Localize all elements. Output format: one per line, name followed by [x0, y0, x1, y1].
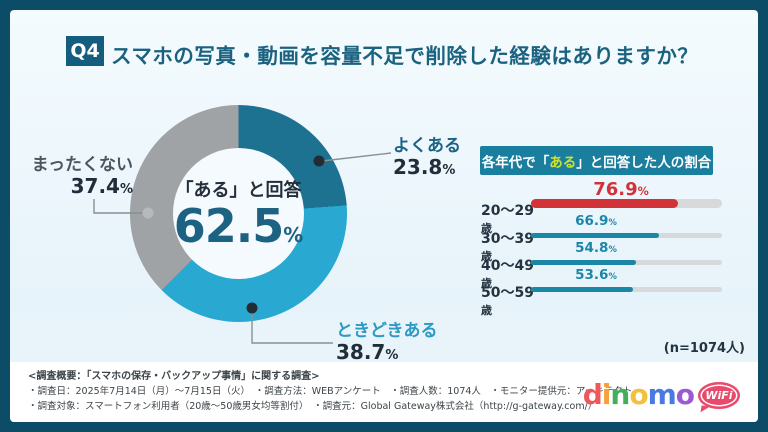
bar-fill-20s — [531, 199, 678, 208]
bar-track-20s — [531, 199, 722, 208]
slice-label-sometimes: ときどきある 38.7% — [336, 316, 438, 363]
donut-center-label: 「ある」と回答 — [175, 180, 302, 202]
bar-label-50s: 50〜59歳 — [481, 285, 534, 317]
bar-track-50s — [531, 286, 722, 292]
slice-often-pct: 23.8% — [393, 156, 461, 178]
survey-detail-line-2: ・調査対象：スマートフォン利用者（20歳〜50歳男女均等割付） ・調査元：Glo… — [28, 401, 598, 412]
footer: <調査概要：「スマホの保存・バックアップ事情」に関する調査> ・調査日：2025… — [10, 362, 758, 422]
bar-value-40s: 54.8% — [575, 240, 617, 256]
logo-letter: o — [675, 378, 695, 411]
logo-letter: n — [610, 378, 630, 411]
page-title: スマホの写真・動画を容量不足で削除した経験はありますか？ — [111, 44, 699, 68]
survey-overview-line: <調査概要：「スマホの保存・バックアップ事情」に関する調査> — [28, 371, 320, 382]
slice-label-never: まったくない 37.4% — [13, 150, 133, 197]
logo-letter: d — [582, 378, 603, 411]
age-title-suffix: 」と回答した人の割合 — [576, 154, 712, 171]
bar-value-50s: 53.6% — [575, 267, 617, 283]
dinomo-wifi-logo: d i n o m o WiFi — [582, 378, 740, 414]
bar-track-40s — [531, 259, 722, 265]
donut-center-number: 62.5 — [173, 199, 284, 254]
wifi-badge: WiFi — [698, 381, 740, 414]
logo-letter: m — [647, 378, 677, 411]
bar-track-30s — [531, 232, 722, 238]
bar-value-20s: 76.9% — [593, 179, 649, 200]
logo-letter: i — [601, 378, 612, 411]
logo-letter: o — [629, 378, 648, 411]
bar-fill-30s — [531, 232, 659, 238]
donut-chart: 「ある」と回答 62.5% — [130, 105, 347, 322]
question-number-badge: Q4 — [66, 36, 104, 66]
slice-never-pct: 37.4% — [13, 175, 133, 197]
donut-center-value: 62.5% — [174, 202, 304, 250]
slice-never-name: まったくない — [31, 155, 133, 175]
donut-center-unit: % — [283, 223, 304, 248]
slice-label-often: よくある 23.8% — [393, 131, 461, 178]
survey-detail-line-1: ・調査日：2025年7月14日（月）〜7月15日（火） ・調査方法：WEBアンケ… — [28, 386, 633, 397]
slice-never-unit: % — [119, 182, 133, 197]
wifi-badge-tail — [700, 404, 710, 414]
slice-sometimes-unit: % — [385, 348, 399, 363]
donut-center: 「ある」と回答 62.5% — [173, 148, 304, 279]
sample-size-note: (n=1074人) — [663, 341, 745, 356]
content-area: Q4 スマホの写真・動画を容量不足で削除した経験はありますか？ 「ある」と回答 … — [10, 10, 758, 422]
slice-sometimes-pct: 38.7% — [336, 341, 438, 363]
bar-label-40s: 40〜49歳 — [481, 258, 534, 290]
age-title-highlight: ある — [549, 154, 577, 171]
slice-often-name: よくある — [393, 136, 461, 156]
bar-fill-40s — [531, 259, 636, 265]
age-panel-title: 各年代で「 ある 」と回答した人の割合 — [480, 146, 713, 175]
slice-never-number: 37.4 — [70, 174, 120, 198]
slice-often-number: 23.8 — [393, 155, 443, 179]
bar-label-20s: 20〜29歳 — [481, 203, 534, 235]
slice-sometimes-name: ときどきある — [336, 321, 438, 341]
wifi-badge-label: WiFi — [705, 388, 733, 402]
bar-value-30s: 66.9% — [575, 213, 617, 229]
slice-sometimes-number: 38.7 — [336, 340, 386, 364]
bar-label-30s: 30〜39歳 — [481, 231, 534, 263]
survey-notes: <調査概要：「スマホの保存・バックアップ事情」に関する調査> ・調査日：2025… — [28, 369, 632, 414]
age-title-prefix: 各年代で「 — [481, 154, 550, 171]
bar-fill-50s — [531, 286, 634, 292]
slice-often-unit: % — [442, 163, 456, 178]
